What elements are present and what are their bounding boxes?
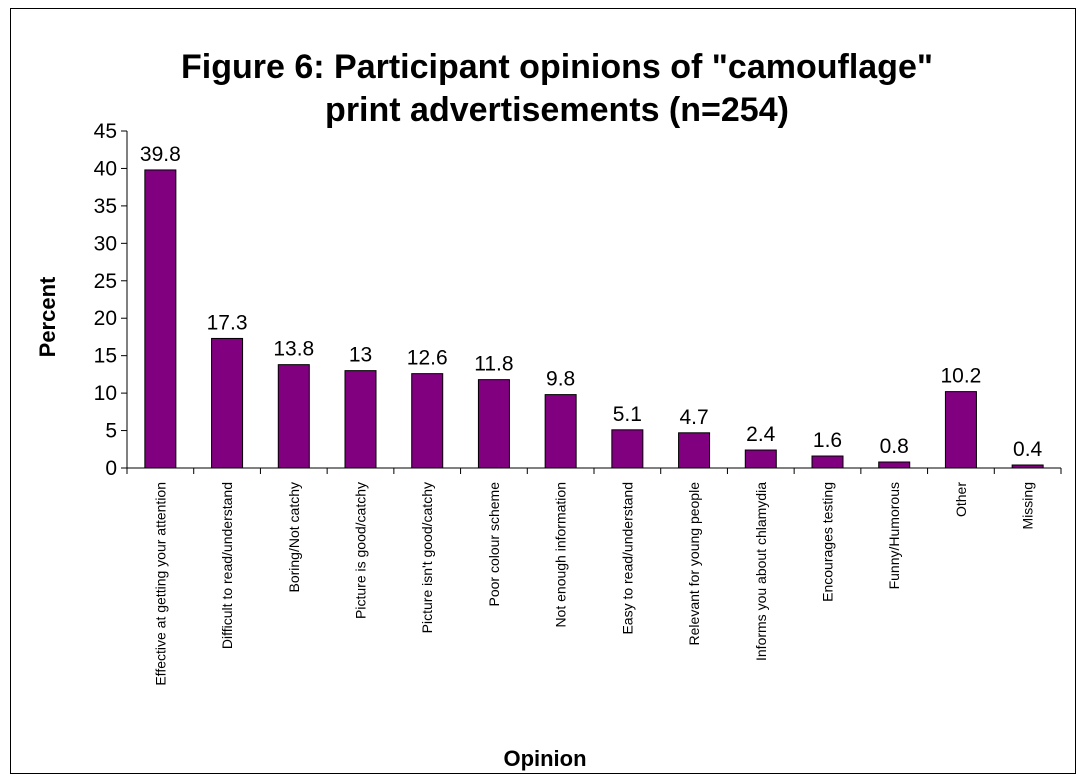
data-label: 0.8 (880, 435, 909, 458)
chart-title-line-1: Figure 6: Participant opinions of "camou… (181, 48, 933, 86)
bar (1011, 464, 1044, 469)
y-tick-label: 15 (94, 345, 117, 368)
bar (277, 364, 310, 469)
category-label: Picture is good/catchy (353, 482, 369, 619)
y-axis-title: Percent (35, 276, 60, 357)
bar (211, 337, 244, 469)
bar (678, 432, 711, 469)
x-axis-title: Opinion (503, 746, 586, 771)
bar (878, 461, 911, 469)
category-label: Funny/Humorous (886, 482, 902, 589)
y-tick-label: 45 (94, 120, 117, 143)
category-label: Boring/Not catchy (286, 482, 302, 593)
bar (611, 429, 644, 469)
y-tick-label: 30 (94, 232, 117, 255)
bar (477, 379, 510, 469)
category-label: Effective at getting your attention (152, 482, 168, 686)
data-label: 5.1 (613, 403, 642, 426)
chart-frame (10, 8, 1076, 774)
bar (544, 394, 577, 469)
data-label: 13 (349, 344, 372, 367)
chart-title-line-2: print advertisements (n=254) (325, 91, 789, 129)
bar (144, 169, 177, 469)
y-tick-label: 40 (94, 157, 117, 180)
category-label: Poor colour scheme (486, 482, 502, 607)
category-label: Not enough information (553, 482, 569, 628)
plot-area: 0 5 10 15 20 25 30 35 40 45 39.8 Effective at getti… (94, 120, 1062, 686)
category-label: Difficult to read/understand (219, 482, 235, 649)
category-label: Relevant for young people (686, 482, 702, 646)
category-label: Easy to read/understand (619, 482, 635, 635)
data-label: 9.8 (546, 368, 575, 391)
data-label: 2.4 (746, 423, 776, 446)
data-label: 13.8 (273, 338, 314, 361)
bar (944, 391, 977, 469)
data-label: 10.2 (940, 365, 981, 388)
data-label: 1.6 (813, 429, 842, 452)
data-label: 12.6 (407, 347, 448, 370)
category-label: Picture isn't good/catchy (419, 482, 435, 633)
y-tick-label: 25 (94, 270, 117, 293)
y-tick-label: 10 (94, 382, 117, 405)
data-label: 17.3 (207, 311, 248, 334)
bar (411, 373, 444, 469)
category-label: Missing (1020, 482, 1036, 529)
category-label: Other (953, 482, 969, 517)
data-label: 11.8 (474, 353, 513, 376)
bar (744, 449, 777, 469)
y-tick-label: 20 (94, 307, 117, 330)
category-label: Encourages testing (820, 482, 836, 602)
category-label: Informs you about chlamydia (753, 482, 769, 661)
y-tick-label: 35 (94, 195, 117, 218)
bar (811, 455, 844, 469)
y-tick-label: 5 (105, 420, 117, 443)
data-label: 39.8 (140, 143, 181, 166)
data-label: 4.7 (679, 406, 708, 429)
bar (344, 370, 377, 469)
data-label: 0.4 (1013, 438, 1043, 461)
y-tick-label: 0 (105, 457, 117, 480)
